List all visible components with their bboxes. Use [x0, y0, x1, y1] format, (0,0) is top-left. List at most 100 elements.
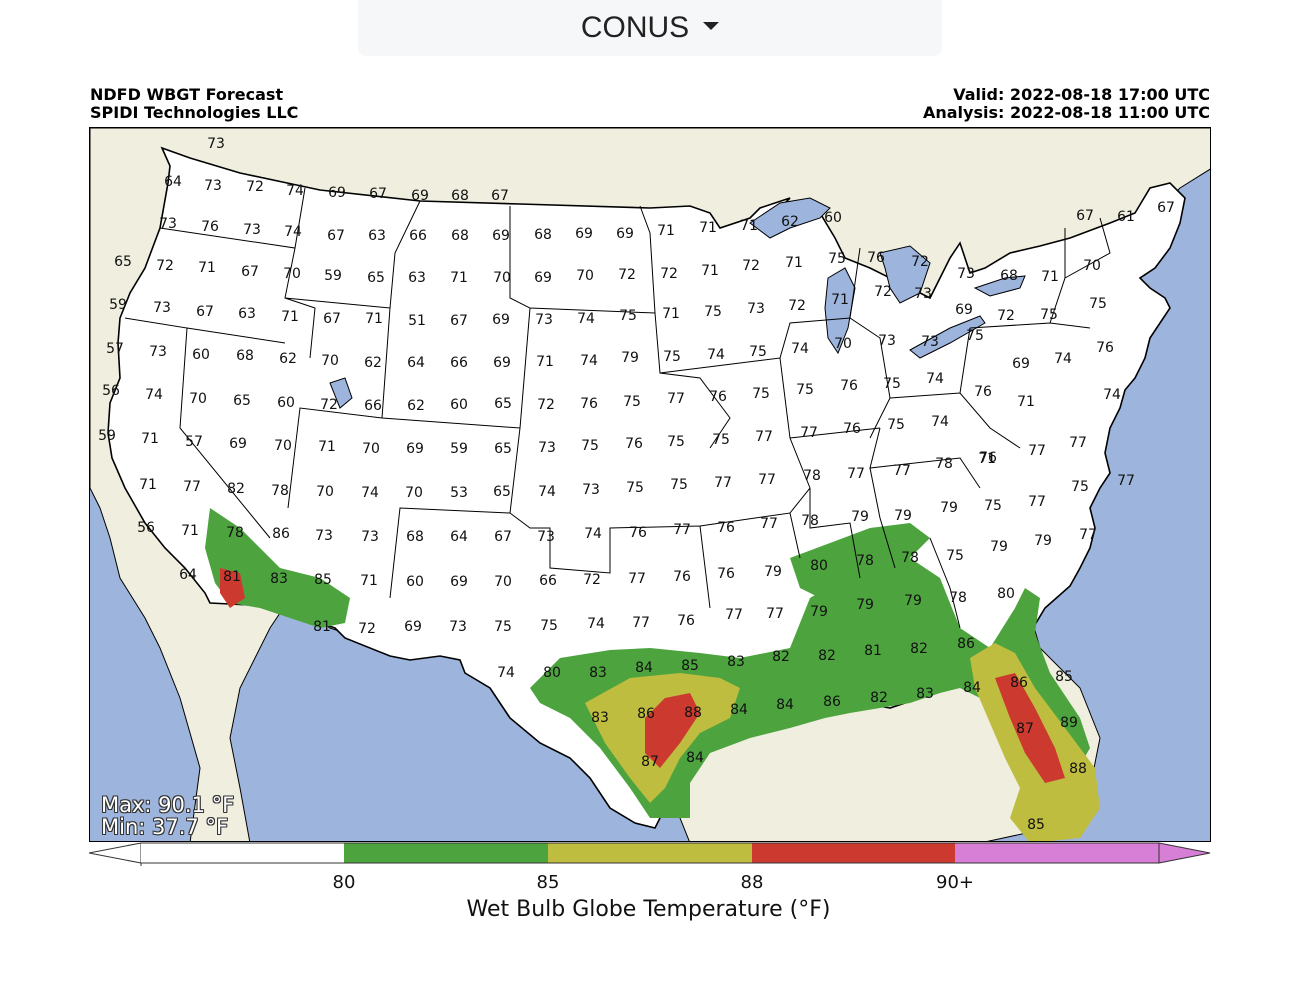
map-value-label: 74: [286, 183, 304, 199]
map-value-label: 86: [272, 526, 290, 542]
map-value-label: 74: [931, 414, 949, 430]
map-value-label: 76: [843, 421, 861, 437]
map-value-label: 75: [619, 308, 637, 324]
map-value-label: 77: [673, 522, 691, 538]
map-value-label: 67: [450, 313, 468, 329]
heat-shading: [205, 508, 1100, 841]
map-value-label: 73: [535, 312, 553, 328]
map-value-label: 76: [625, 436, 643, 452]
map-value-label: 75: [752, 386, 770, 402]
map-value-label: 77: [183, 479, 201, 495]
map-value-label: 82: [772, 649, 790, 665]
lakes: [329, 197, 1026, 409]
map-value-label: 73: [449, 619, 467, 635]
map-value-label: 77: [1079, 527, 1097, 543]
map-value-label: 70: [189, 391, 207, 407]
map-value-label: 77: [847, 466, 865, 482]
map-value-label: 59: [324, 268, 342, 284]
map-value-label: 73: [243, 222, 261, 238]
map-value-label: 74: [584, 526, 602, 542]
map-value-label: 73: [921, 334, 939, 350]
map-value-label: 67: [491, 188, 509, 204]
map-value-label: 72: [156, 258, 174, 274]
map-value-label: 60: [824, 210, 842, 226]
map-value-label: 77: [714, 475, 732, 491]
map-value-label: 60: [406, 574, 424, 590]
map-value-label: 78: [856, 553, 874, 569]
map-value-label: 67: [1157, 200, 1175, 216]
region-selector[interactable]: CONUS: [358, 0, 942, 56]
map-value-label: 83: [727, 654, 745, 670]
map-value-label: 75: [626, 480, 644, 496]
map-value-label: 76: [677, 613, 695, 629]
map-value-label: 71: [740, 218, 758, 234]
map-value-label: 69: [1012, 356, 1030, 372]
map-value-label: 76: [1096, 340, 1114, 356]
map-value-label: 68: [451, 188, 469, 204]
map-value-label: 73: [537, 529, 555, 545]
lake-superior: [749, 197, 831, 239]
map-value-label: 76: [580, 396, 598, 412]
map-value-label: 65: [494, 441, 512, 457]
map-value-label: 81: [864, 643, 882, 659]
wbgt-map: 73 64 73 72 74 69 67 69 68 67 73 76 73 74 67 63 66 68 69 68…: [89, 127, 1211, 842]
map-value-label: 77: [1028, 443, 1046, 459]
map-value-label: 60: [277, 395, 295, 411]
map-value-label: 59: [98, 428, 116, 444]
map-value-label: 77: [1117, 473, 1135, 489]
map-value-label: 73: [747, 301, 765, 317]
map-header-right: Valid: 2022-08-18 17:00 UTC Analysis: 20…: [923, 86, 1210, 122]
map-value-label: 75: [1071, 479, 1089, 495]
map-value-label: 75: [946, 548, 964, 564]
map-value-label: 69: [411, 188, 429, 204]
map-value-label: 75: [663, 349, 681, 365]
map-value-label: 77: [766, 606, 784, 622]
map-value-label: 83: [270, 571, 288, 587]
band-88-90-houston: [645, 693, 700, 768]
map-value-label: 89: [1060, 715, 1078, 731]
map-value-label: 74: [791, 341, 809, 357]
map-value-label: 76: [974, 384, 992, 400]
colorbar-title: Wet Bulb Globe Temperature (°F): [466, 897, 831, 922]
colorbar-tick-80: 80: [332, 872, 356, 893]
map-value-label: 75: [704, 304, 722, 320]
map-value-label: 62: [407, 398, 425, 414]
map-value-label: 76: [673, 569, 691, 585]
map-title: NDFD WBGT Forecast: [90, 85, 284, 104]
lake-ontario: [973, 275, 1026, 297]
map-value-label: 84: [686, 750, 704, 766]
map-value-label: 79: [894, 508, 912, 524]
map-value-label: 74: [587, 616, 605, 632]
map-value-label: 73: [204, 178, 222, 194]
map-value-label: 75: [887, 417, 905, 433]
border-lines: [124, 187, 1111, 629]
map-value-label: 73: [315, 528, 333, 544]
map-value-label: 76: [629, 525, 647, 541]
map-value-label: 71: [181, 523, 199, 539]
map-value-label: 69: [493, 355, 511, 371]
map-value-label: 82: [818, 648, 836, 664]
map-value-label: 69: [955, 302, 973, 318]
map-value-label: 79: [940, 500, 958, 516]
colorbar-tick-85: 85: [536, 872, 560, 893]
lake-huron: [879, 245, 931, 304]
band-88-90-florida: [995, 673, 1065, 783]
map-value-label: 78: [803, 468, 821, 484]
colorbar-band-red: [752, 843, 955, 863]
colorbar-outline: [141, 842, 1159, 864]
map-value-label: 71: [1041, 269, 1059, 285]
map-value-label: 72: [660, 266, 678, 282]
map-value-label: 84: [730, 702, 748, 718]
map-value-label: 63: [408, 270, 426, 286]
map-values: 73 64 73 72 74 69 67 69 68 67 73 76 73 74 67 63 66 68 69 68…: [98, 136, 1175, 833]
map-value-label: 70: [362, 441, 380, 457]
map-value-label: 76: [709, 389, 727, 405]
colorbar-band-magenta: [955, 843, 1159, 863]
map-value-label: 64: [164, 174, 182, 190]
map-value-label: 69: [492, 312, 510, 328]
map-value-label: 67: [196, 304, 214, 320]
map-value-label: 67: [323, 311, 341, 327]
valid-time: Valid: 2022-08-18 17:00 UTC: [953, 85, 1210, 104]
map-value-label: 79: [851, 509, 869, 525]
map-value-label: 79: [904, 593, 922, 609]
